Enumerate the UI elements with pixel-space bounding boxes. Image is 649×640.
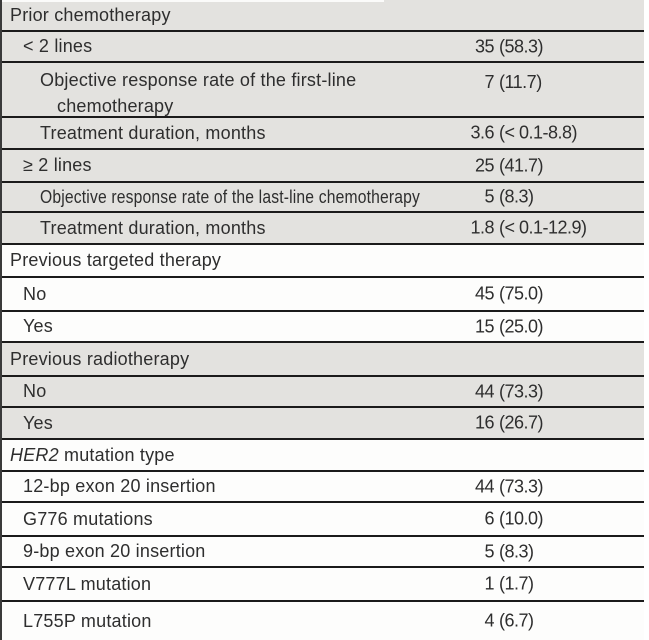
value-count: 5 — [484, 186, 494, 207]
value-percent: (1.7) — [499, 573, 534, 594]
table-row: L755P mutation 4 (6.7) — [2, 602, 644, 640]
row-label: < 2 lines — [23, 36, 93, 56]
table-row: Previous radiotherapy — [2, 343, 644, 377]
row-label: HER2 mutation type — [10, 444, 175, 465]
value-count: 5 — [484, 541, 494, 561]
value-percent: (25.0) — [499, 316, 544, 336]
table-row: < 2 lines 35 (58.3) — [2, 32, 644, 63]
row-label: V777L mutation — [23, 573, 152, 594]
table-row: Treatment duration, months 3.6 (< 0.1-8.8… — [2, 118, 644, 150]
table-row: Objective response rate of the first-lin… — [2, 63, 644, 118]
value-count: 3.6 — [470, 122, 494, 143]
table-row: Yes 15 (25.0) — [2, 312, 644, 343]
value-percent: (10.0) — [499, 508, 544, 529]
table-row: No 44 (73.3) — [2, 377, 644, 408]
value-percent: (26.7) — [499, 412, 544, 433]
row-label: Yes — [23, 412, 53, 433]
value-percent: (58.3) — [499, 36, 544, 56]
value-percent: (41.7) — [499, 155, 544, 175]
value-percent: (< 0.1-8.8) — [499, 122, 578, 143]
value-count: 1 — [484, 573, 494, 594]
row-label: Previous radiotherapy — [10, 348, 190, 369]
row-label: No — [23, 381, 47, 401]
value-count: 4 — [484, 610, 494, 631]
table-row: Treatment duration, months 1.8 (< 0.1-12.… — [2, 213, 644, 245]
row-label: Prior chemotherapy — [10, 4, 171, 25]
value-percent: (6.7) — [499, 610, 534, 631]
value-count: 45 — [474, 283, 495, 304]
value-percent: (75.0) — [499, 283, 544, 304]
row-label: No — [23, 283, 47, 304]
row-label: Objective response rate of the first-lin… — [40, 70, 357, 116]
value-percent: (< 0.1-12.9) — [499, 217, 587, 238]
table-row: Objective response rate of the last-line… — [2, 183, 644, 213]
value-percent: (73.3) — [499, 381, 544, 401]
table-row: 12-bp exon 20 insertion 44 (73.3) — [2, 472, 644, 503]
row-label: Treatment duration, months — [40, 217, 266, 238]
value-percent: (73.3) — [499, 476, 544, 496]
row-label: Previous targeted therapy — [10, 250, 222, 270]
row-label: Objective response rate of the last-line… — [40, 186, 421, 207]
value-count: 44 — [474, 476, 495, 496]
value-count: 15 — [474, 316, 495, 336]
row-label: G776 mutations — [23, 508, 153, 529]
row-label: L755P mutation — [23, 610, 152, 631]
row-label: Yes — [23, 316, 53, 336]
value-percent: (11.7) — [499, 72, 542, 92]
row-label: ≥ 2 lines — [23, 155, 92, 175]
scan-crop-artifact — [2, 0, 384, 2]
table-row: G776 mutations 6 (10.0) — [2, 503, 644, 537]
value-count: 7 — [484, 72, 494, 92]
table-row: HER2 mutation type — [2, 440, 644, 472]
value-count: 44 — [474, 381, 495, 401]
value-percent: (8.3) — [499, 541, 534, 561]
table-row: No 45 (75.0) — [2, 278, 644, 312]
table-row: Prior chemotherapy — [2, 0, 644, 32]
row-label: Treatment duration, months — [40, 122, 266, 143]
table-row: V777L mutation 1 (1.7) — [2, 568, 644, 602]
value-count: 35 — [474, 36, 495, 56]
row-label: 12-bp exon 20 insertion — [23, 476, 216, 496]
gene-name-italic: HER2 — [10, 444, 59, 465]
table-row: ≥ 2 lines 25 (41.7) — [2, 150, 644, 183]
table-row: 9-bp exon 20 insertion 5 (8.3) — [2, 537, 644, 568]
value-count: 1.8 — [470, 217, 494, 238]
value-count: 6 — [484, 508, 494, 529]
value-count: 25 — [474, 155, 495, 175]
table-row: Yes 16 (26.7) — [2, 408, 644, 440]
table-row: Previous targeted therapy — [2, 245, 644, 278]
row-label: 9-bp exon 20 insertion — [23, 541, 206, 561]
value-percent: (8.3) — [499, 186, 534, 207]
value-count: 16 — [474, 412, 495, 433]
